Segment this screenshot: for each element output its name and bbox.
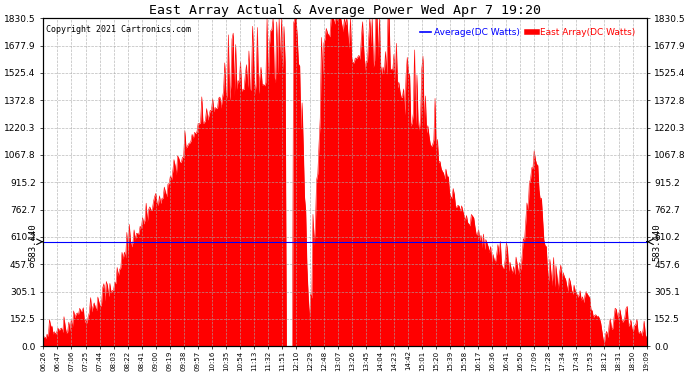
Text: 583.440: 583.440 — [653, 223, 662, 261]
Legend: Average(DC Watts), East Array(DC Watts): Average(DC Watts), East Array(DC Watts) — [416, 24, 639, 41]
Text: 583.440: 583.440 — [28, 223, 37, 261]
Title: East Array Actual & Average Power Wed Apr 7 19:20: East Array Actual & Average Power Wed Ap… — [149, 4, 541, 17]
Text: Copyright 2021 Cartronics.com: Copyright 2021 Cartronics.com — [46, 25, 191, 34]
